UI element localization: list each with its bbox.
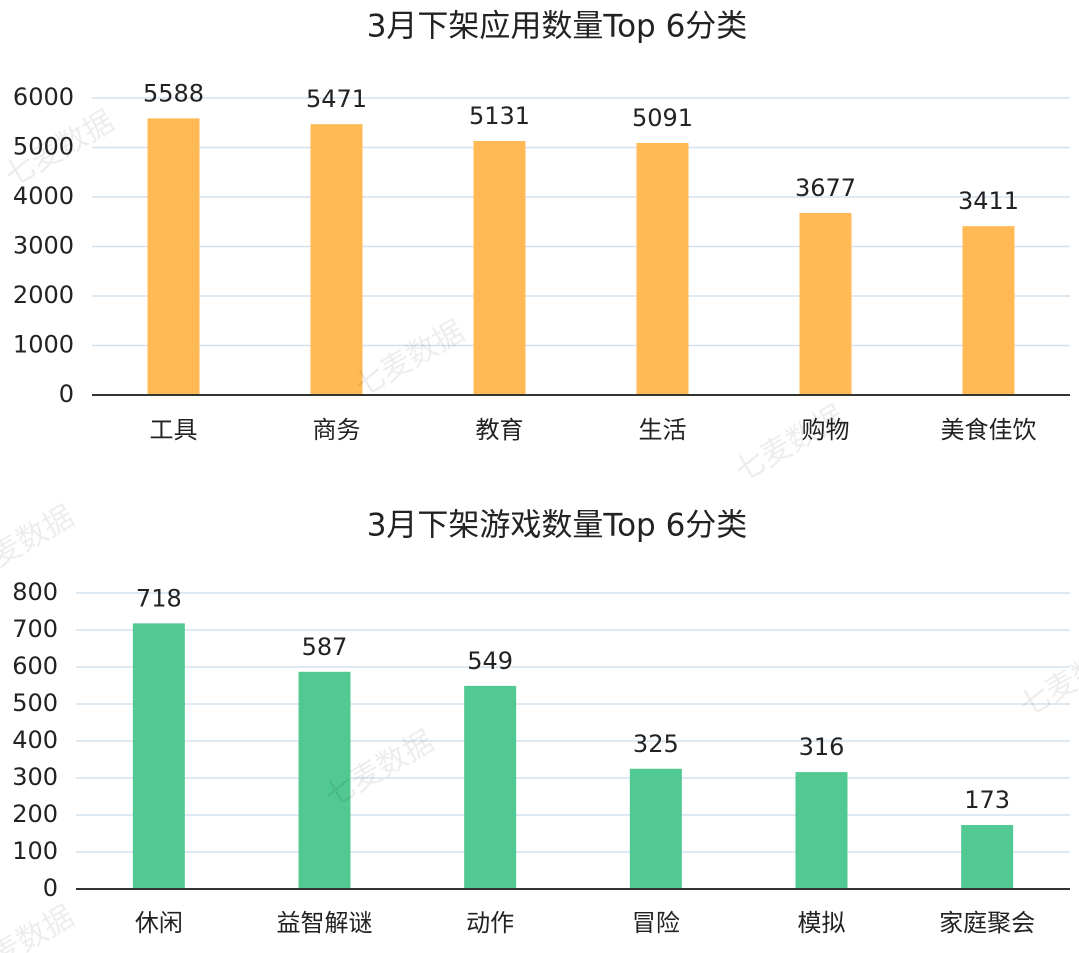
bar xyxy=(629,768,682,889)
y-tick-label: 1000 xyxy=(13,331,74,359)
x-tick-label: 美食佳饮 xyxy=(941,416,1037,444)
y-tick-label: 6000 xyxy=(13,83,74,111)
y-tick-label: 0 xyxy=(59,380,74,408)
y-tick-label: 2000 xyxy=(13,281,74,309)
x-tick-label: 休闲 xyxy=(135,909,183,937)
value-label: 316 xyxy=(799,733,845,761)
bar xyxy=(636,142,689,395)
bar xyxy=(310,124,363,396)
bar xyxy=(298,671,351,889)
chart-title: 3月下架游戏数量Top 6分类 xyxy=(367,508,748,544)
value-label: 173 xyxy=(964,786,1010,814)
y-tick-label: 4000 xyxy=(13,182,74,210)
x-tick-label: 动作 xyxy=(466,909,514,937)
x-tick-label: 购物 xyxy=(802,416,850,444)
bar xyxy=(147,118,200,396)
watermark: 七麦数据 xyxy=(0,899,80,953)
y-tick-label: 3000 xyxy=(13,232,74,260)
x-tick-label: 工具 xyxy=(150,416,198,444)
x-tick-label: 生活 xyxy=(639,416,687,444)
value-label: 5471 xyxy=(306,85,367,113)
y-tick-label: 400 xyxy=(12,726,58,754)
bar xyxy=(473,141,526,395)
y-tick-label: 100 xyxy=(12,837,58,865)
watermark: 七麦数据 xyxy=(349,314,470,404)
y-tick-label: 800 xyxy=(12,578,58,606)
bar xyxy=(962,226,1015,395)
bar xyxy=(795,772,848,889)
watermark: 七麦数据 xyxy=(1014,634,1079,724)
value-label: 5588 xyxy=(143,79,204,107)
x-tick-label: 益智解谜 xyxy=(277,909,373,937)
y-tick-label: 5000 xyxy=(13,133,74,161)
value-label: 3677 xyxy=(795,174,856,202)
bar xyxy=(132,623,185,889)
y-tick-label: 600 xyxy=(12,652,58,680)
chart-title: 3月下架应用数量Top 6分类 xyxy=(367,9,748,45)
value-label: 587 xyxy=(302,633,348,661)
value-label: 718 xyxy=(136,584,182,612)
y-tick-label: 0 xyxy=(43,874,58,902)
value-label: 5131 xyxy=(469,102,530,130)
x-tick-label: 商务 xyxy=(313,416,361,444)
y-tick-label: 200 xyxy=(12,800,58,828)
y-tick-label: 300 xyxy=(12,763,58,791)
value-label: 325 xyxy=(633,730,679,758)
x-tick-label: 教育 xyxy=(476,416,524,444)
x-tick-label: 家庭聚会 xyxy=(939,909,1035,937)
x-tick-label: 模拟 xyxy=(798,909,846,937)
bar xyxy=(961,824,1014,889)
watermark: 七麦数据 xyxy=(0,499,80,589)
x-tick-label: 冒险 xyxy=(632,909,680,937)
watermark: 七麦数据 xyxy=(729,399,850,489)
y-tick-label: 700 xyxy=(12,615,58,643)
bar xyxy=(799,212,852,395)
value-label: 549 xyxy=(467,647,513,675)
y-tick-label: 500 xyxy=(12,689,58,717)
value-label: 5091 xyxy=(632,104,693,132)
bar xyxy=(464,685,517,889)
value-label: 3411 xyxy=(958,187,1019,215)
